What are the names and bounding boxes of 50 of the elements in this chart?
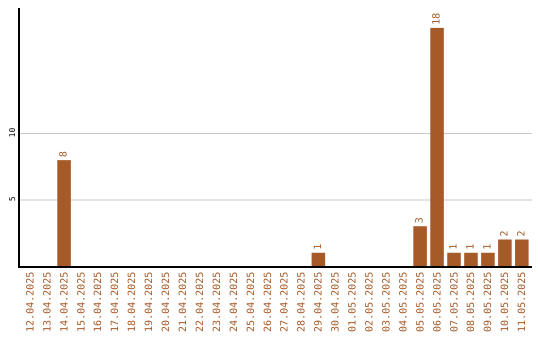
x-tick-label: 12.04.2025 [25,272,36,332]
data-label: 3 [414,217,426,224]
x-tick-label: 11.05.2025 [517,272,528,332]
bar [464,252,478,266]
bar [498,240,512,266]
x-tick-label: 27.04.2025 [280,272,291,332]
x-tick-label: 17.04.2025 [110,272,122,332]
data-label: 1 [448,244,460,250]
x-tick-label: 13.04.2025 [42,272,54,332]
x-tick-label: 07.05.2025 [449,272,460,332]
x-tick-label: 09.05.2025 [483,272,494,332]
data-label: 8 [58,151,70,158]
x-tick-label: 22.04.2025 [194,272,206,332]
x-tick-label: 10.05.2025 [500,272,512,332]
x-tick-label: 14.04.2025 [59,272,70,332]
bar [481,252,495,266]
x-tick-label: 28.04.2025 [296,272,308,332]
x-tick-label: 16.04.2025 [93,272,104,332]
data-label: 1 [312,244,324,250]
x-tick-label: 30.04.2025 [330,272,342,332]
y-tick-label: 10 [8,127,18,138]
x-tick-label: 15.04.2025 [76,272,88,332]
x-tick-label: 04.05.2025 [398,272,410,332]
bar [447,252,461,266]
x-tick-label: 23.04.2025 [212,272,223,332]
x-tick-label: 01.05.2025 [348,272,359,332]
data-label: 1 [482,244,494,250]
bar [413,226,427,266]
x-tick-label: 26.04.2025 [262,272,274,332]
x-tick-label: 25.04.2025 [246,272,257,332]
bar [57,160,71,266]
data-label: 2 [516,230,528,237]
bar [515,240,529,266]
x-tick-label: 18.04.2025 [127,272,138,332]
data-label: 18 [432,12,443,25]
bar [312,252,326,266]
x-tick-label: 03.05.2025 [381,272,392,332]
y-tick-label: 5 [8,196,18,202]
x-tick-label: 19.04.2025 [144,272,156,332]
bar [430,28,444,266]
data-label: 1 [465,244,476,250]
x-tick-label: 21.04.2025 [178,272,189,332]
x-tick-label: 05.05.2025 [415,272,426,332]
x-tick-label: 02.05.2025 [364,272,376,332]
data-label: 2 [499,230,510,237]
x-tick-label: 06.05.2025 [432,272,444,332]
x-tick-label: 29.04.2025 [314,272,325,332]
x-tick-label: 24.04.2025 [228,272,240,332]
x-tick-label: 20.04.2025 [161,272,172,332]
x-tick-label: 08.05.2025 [466,272,478,332]
